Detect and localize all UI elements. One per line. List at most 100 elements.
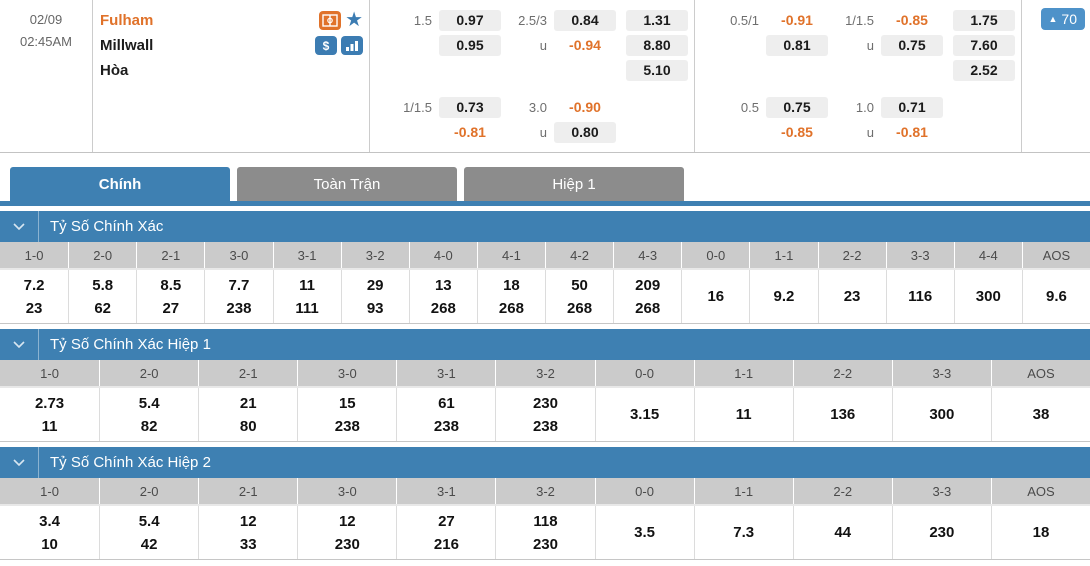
odds-value[interactable]: 0.71 xyxy=(881,97,943,118)
score-odds-cell[interactable]: 13 268 xyxy=(408,270,477,323)
score-odds-cell[interactable]: 29 93 xyxy=(340,270,409,323)
chevron-down-icon xyxy=(0,447,39,478)
pitch-icon[interactable] xyxy=(319,11,342,30)
score-odds-cell[interactable]: 5.4 42 xyxy=(99,506,199,559)
score-odds-cell[interactable]: 230 238 xyxy=(495,388,595,441)
score-odds-cell[interactable]: 300 xyxy=(891,388,991,441)
score-col-header: 3-1 xyxy=(396,360,495,386)
odds-value[interactable]: -0.85 xyxy=(781,124,813,140)
score-odds-cell[interactable]: 27 216 xyxy=(396,506,496,559)
total-column: 1/1.5 -0.85 u 0.75 1.0 0.71 u -0.81 xyxy=(828,8,943,152)
score-odds-cell[interactable]: 300 xyxy=(953,270,1022,323)
odds-value[interactable]: 8.80 xyxy=(626,35,688,56)
score-header-row: 1-0 2-0 2-1 3-0 3-1 3-2 0-0 1-1 2-2 3-3 … xyxy=(0,360,1090,388)
score-odds-cell[interactable]: 44 xyxy=(792,506,892,559)
score-col-header: 4-2 xyxy=(545,242,613,268)
match-date: 02/09 xyxy=(29,12,63,27)
away-team-name[interactable]: Millwall xyxy=(100,37,154,54)
score-odds-cell[interactable]: 7.2 23 xyxy=(0,270,69,323)
score-odds-cell[interactable]: 136 xyxy=(792,388,892,441)
odds-value[interactable]: -0.91 xyxy=(781,12,813,28)
tab-toan-tran[interactable]: Toàn Trận xyxy=(237,167,457,201)
odds-value[interactable]: 0.73 xyxy=(439,97,501,118)
score-odds-cell[interactable]: 3.15 xyxy=(594,388,694,441)
score-odds-cell[interactable]: 23 xyxy=(817,270,886,323)
odds-value[interactable]: -0.81 xyxy=(896,124,928,140)
chevron-down-icon xyxy=(0,329,39,360)
total-line: 1/1.5 xyxy=(845,13,874,28)
more-odds-badge[interactable]: ▲ 70 xyxy=(1040,8,1085,30)
score-odds-cell[interactable]: 9.6 xyxy=(1021,270,1090,323)
badge-column: ▲ 70 xyxy=(1022,0,1090,152)
score-col-header: 2-2 xyxy=(792,360,892,386)
money-icon[interactable]: $ xyxy=(315,36,337,55)
odds-value[interactable]: 5.10 xyxy=(626,60,688,81)
score-odds-cell[interactable]: 18 268 xyxy=(476,270,545,323)
odds-value[interactable]: 0.75 xyxy=(881,35,943,56)
score-odds-cell[interactable]: 18 xyxy=(990,506,1090,559)
odds-value[interactable]: 2.52 xyxy=(953,60,1015,81)
score-odds-cell[interactable]: 38 xyxy=(990,388,1090,441)
section-header[interactable]: Tỷ Số Chính Xác Hiệp 1 xyxy=(0,329,1090,360)
score-odds-cell[interactable]: 11 xyxy=(693,388,793,441)
handicap-line: 0.5/1 xyxy=(730,13,759,28)
score-odds-cell[interactable]: 8.5 27 xyxy=(136,270,205,323)
odds-value[interactable]: 0.75 xyxy=(766,97,828,118)
section-header[interactable]: Tỷ Số Chính Xác xyxy=(0,211,1090,242)
score-col-header: 3-2 xyxy=(495,360,594,386)
odds-group-2: 0.5/1 -0.91 0.81 0.5 0.75 -0.85 1/1.5 -0.85… xyxy=(695,0,1022,152)
odds-value[interactable]: -0.94 xyxy=(569,37,601,53)
more-odds-count: 70 xyxy=(1061,11,1077,27)
score-odds-cell[interactable]: 12 33 xyxy=(198,506,298,559)
score-odds-cell[interactable]: 116 xyxy=(885,270,954,323)
score-odds-cell[interactable]: 16 xyxy=(681,270,750,323)
match-time: 02:45AM xyxy=(19,34,73,49)
odds-value[interactable]: -0.85 xyxy=(896,12,928,28)
score-odds-cell[interactable]: 11 111 xyxy=(272,270,341,323)
score-odds-cell[interactable]: 12 230 xyxy=(297,506,397,559)
odds-value[interactable]: 1.75 xyxy=(953,10,1015,31)
tab-hiep-1[interactable]: Hiệp 1 xyxy=(464,167,684,201)
score-odds-cell[interactable]: 118 230 xyxy=(495,506,595,559)
score-col-header: 4-1 xyxy=(476,242,545,268)
under-label: u xyxy=(866,38,874,53)
score-odds-cell[interactable]: 230 xyxy=(891,506,991,559)
market-tabs: Chính Toàn Trận Hiệp 1 xyxy=(10,167,1090,201)
score-odds-cell[interactable]: 2.73 11 xyxy=(0,388,100,441)
star-icon[interactable]: ★ xyxy=(345,9,363,31)
home-team-name[interactable]: Fulham xyxy=(100,12,154,29)
score-col-header: AOS xyxy=(1021,242,1090,268)
score-col-header: 3-2 xyxy=(340,242,409,268)
score-odds-cell[interactable]: 5.4 82 xyxy=(99,388,199,441)
section-header[interactable]: Tỷ Số Chính Xác Hiệp 2 xyxy=(0,447,1090,478)
score-odds-cell[interactable]: 15 238 xyxy=(297,388,397,441)
odds-value[interactable]: 0.84 xyxy=(554,10,616,31)
score-odds-cell[interactable]: 3.4 10 xyxy=(0,506,100,559)
score-col-header: 2-0 xyxy=(99,360,198,386)
score-odds-cell[interactable]: 5.8 62 xyxy=(68,270,137,323)
moneyline-column: 1.75 7.60 2.52 xyxy=(953,8,1015,152)
odds-value[interactable]: 0.80 xyxy=(554,122,616,143)
tab-chinh[interactable]: Chính xyxy=(10,167,230,201)
odds-value[interactable]: 7.60 xyxy=(953,35,1015,56)
odds-value[interactable]: 1.31 xyxy=(626,10,688,31)
odds-value[interactable]: 0.81 xyxy=(766,35,828,56)
odds-value[interactable]: -0.81 xyxy=(454,124,486,140)
score-odds-cell[interactable]: 21 80 xyxy=(198,388,298,441)
score-odds-cell[interactable]: 61 238 xyxy=(396,388,496,441)
score-odds-cell[interactable]: 209 268 xyxy=(613,270,682,323)
score-col-header: 0-0 xyxy=(594,478,694,504)
score-odds-cell[interactable]: 50 268 xyxy=(545,270,614,323)
score-odds-cell[interactable]: 7.3 xyxy=(693,506,793,559)
score-col-header: 3-3 xyxy=(891,478,991,504)
moneyline-column: 1.31 8.80 5.10 xyxy=(626,8,688,152)
score-col-header: 1-0 xyxy=(24,247,44,263)
score-odds-cell[interactable]: 3.5 xyxy=(594,506,694,559)
stats-icon[interactable] xyxy=(341,36,363,55)
up-arrow-icon: ▲ xyxy=(1048,13,1058,24)
odds-value[interactable]: -0.90 xyxy=(569,99,601,115)
score-odds-cell[interactable]: 7.7 238 xyxy=(204,270,273,323)
score-odds-cell[interactable]: 9.2 xyxy=(749,270,818,323)
odds-value[interactable]: 0.97 xyxy=(439,10,501,31)
odds-value[interactable]: 0.95 xyxy=(439,35,501,56)
